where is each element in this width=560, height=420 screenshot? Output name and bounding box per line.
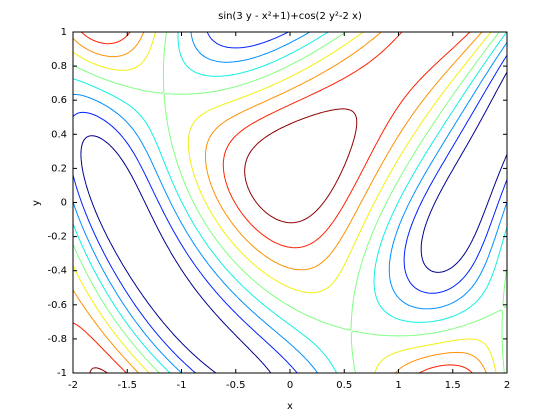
y-tick-label: 0.2 bbox=[51, 163, 67, 174]
plot-frame bbox=[72, 31, 508, 374]
x-tick-label: 1 bbox=[395, 380, 401, 391]
contour-line bbox=[89, 108, 358, 374]
contour-line bbox=[72, 31, 487, 374]
y-tick-label: -0.2 bbox=[47, 232, 67, 243]
x-tick-label: 1.5 bbox=[445, 380, 461, 391]
x-axis-label: x bbox=[287, 401, 293, 412]
y-tick-label: 0.8 bbox=[51, 61, 67, 72]
y-tick-label: 0.6 bbox=[51, 95, 67, 106]
contour-line bbox=[72, 31, 473, 374]
x-tick-label: 2 bbox=[504, 380, 510, 391]
y-tick-label: 0 bbox=[61, 198, 67, 209]
x-tick-label: 0.5 bbox=[336, 380, 352, 391]
contour-line bbox=[80, 71, 508, 374]
contour-line bbox=[72, 31, 508, 374]
x-tick-label: 0 bbox=[287, 380, 293, 391]
x-tick-label: -2 bbox=[68, 380, 78, 391]
y-tick-label: 0.4 bbox=[51, 129, 67, 140]
x-tick-label: -1 bbox=[177, 380, 187, 391]
contour-line bbox=[72, 31, 508, 374]
y-tick-label: -0.6 bbox=[47, 300, 67, 311]
contour-line bbox=[72, 31, 497, 374]
contour-line bbox=[72, 31, 508, 374]
y-tick-label: -0.8 bbox=[47, 334, 67, 345]
chart-title: sin(3 y - x²+1)+cos(2 y²-2 x) bbox=[218, 11, 362, 22]
x-tick-label: -0.5 bbox=[226, 380, 246, 391]
contour-line bbox=[72, 31, 508, 374]
y-tick-label: -0.4 bbox=[47, 266, 67, 277]
y-axis-label: y bbox=[31, 200, 42, 206]
y-tick-label: 1 bbox=[61, 27, 67, 38]
y-tick-label: -1 bbox=[57, 368, 67, 379]
x-tick-label: -1.5 bbox=[117, 380, 137, 391]
